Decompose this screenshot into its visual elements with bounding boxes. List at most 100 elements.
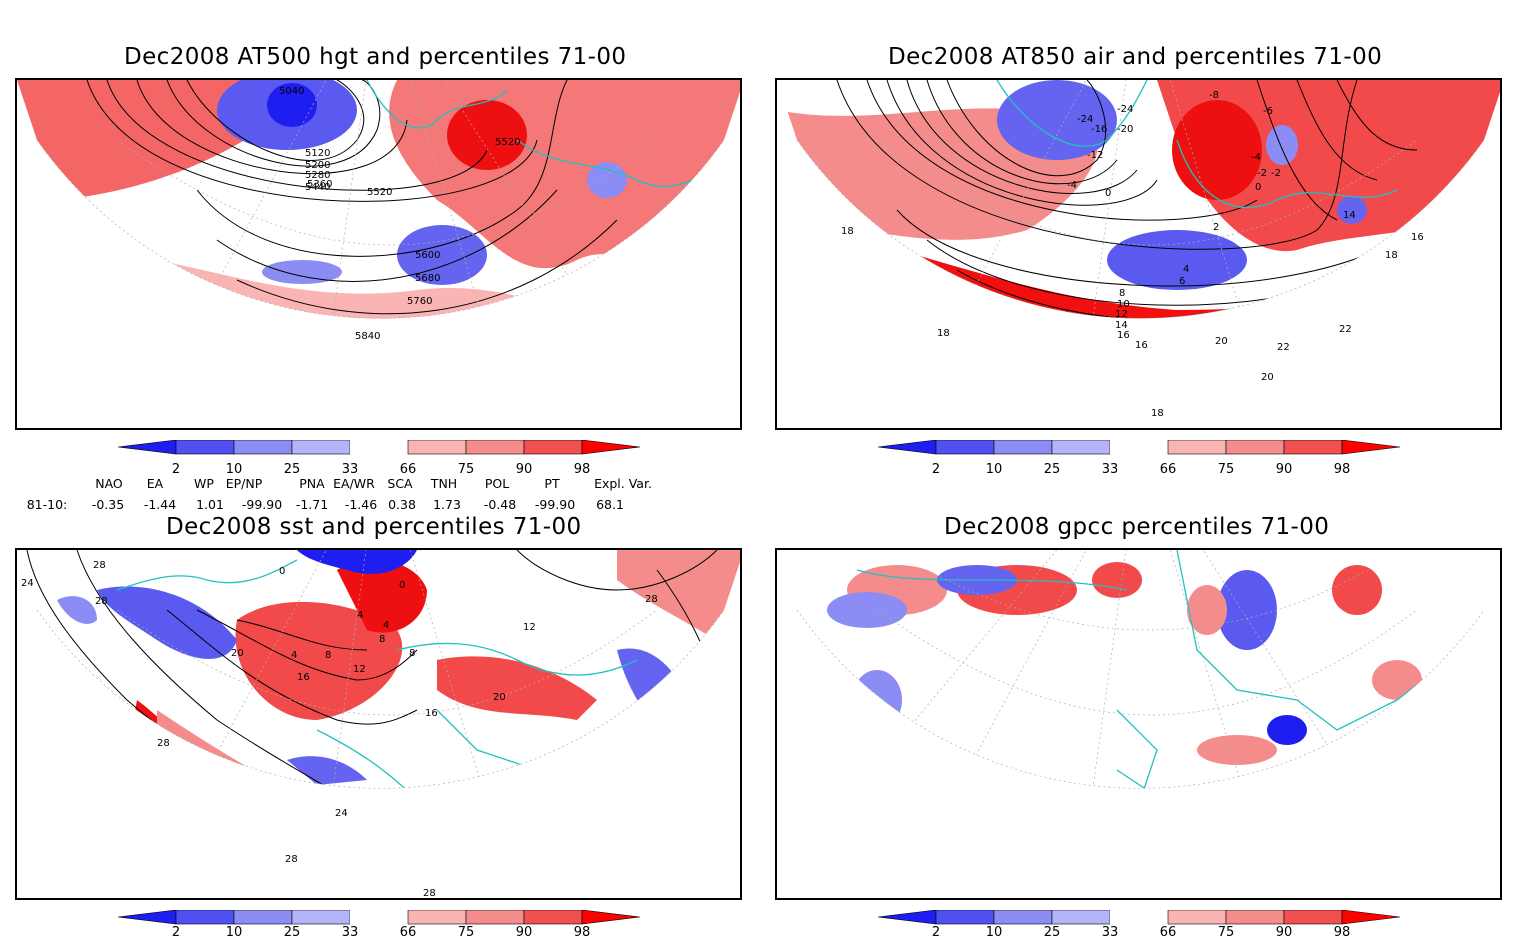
contour-label: 5600 [415,250,440,261]
index-header: SCA [387,476,413,491]
map-panel-sst: 24 28 28 0 0 4 4 8 20 4 8 12 16 16 12 8 … [15,548,742,900]
colorbar-strip [117,439,641,455]
colorbar-label: 25 [283,462,301,477]
contour-label: 8 [1119,288,1125,299]
index-value: 1.01 [196,497,224,512]
blue-region [997,80,1117,160]
red-region [157,710,417,789]
colorbar-label: 75 [1217,925,1235,940]
panel-title-hgt500: Dec2008 AT500 hgt and percentiles 71-00 [124,44,627,70]
colorbar-label: 90 [1275,925,1293,940]
blue-region [297,550,417,574]
contour-label: 24 [21,578,34,589]
colorbar-label: 66 [399,462,417,477]
colorbar-label: 10 [225,462,243,477]
index-value: -99.90 [241,497,283,512]
index-header: NAO [95,476,123,491]
index-value: -1.44 [143,497,177,512]
contour-label: -4 [1067,180,1077,191]
contour-label: 22 [1277,342,1290,353]
contour-label: 4 [383,620,389,631]
index-header: PT [544,476,560,491]
panel-title-sst: Dec2008 sst and percentiles 71-00 [166,514,582,540]
contour-label: 28 [423,888,436,899]
colorbar-strip [877,909,1401,925]
contour-label: 4 [291,650,297,661]
contour-label: 8 [325,650,331,661]
colorbar-label: 33 [1101,925,1119,940]
contour-label: 28 [157,738,170,749]
red-region [235,601,403,720]
blue-region [1337,196,1367,224]
contour-label: 5200 [305,160,330,171]
contour-label: 5520 [495,137,520,148]
contour-label: -4 [1251,152,1261,163]
contour-label: -2 [1271,168,1281,179]
colorbar-label: 10 [985,925,1003,940]
contour-labels: -24 -24 -16 -20 -12 -8 -6 -4 -2 0 -4 -2 … [841,90,1424,419]
contour-label: 5280 [305,170,330,181]
contour-label: 2 [1213,222,1219,233]
contour-label: -6 [1263,106,1273,117]
contour-label: 28 [285,854,298,865]
colorbar-label: 98 [573,925,591,940]
contour-label: 16 [425,708,438,719]
contour-label: 0 [1255,182,1261,193]
blue-region [287,756,367,785]
contour-label: 5120 [305,148,330,159]
index-header: PNA [299,476,325,491]
colorbar-label: 66 [399,925,417,940]
contour-label: 5440 [305,182,330,193]
contour-label: 4 [1183,264,1189,275]
contour-label: 6 [1179,276,1185,287]
colorbar-label: 75 [457,925,475,940]
contour-label: -2 [1257,168,1267,179]
contour-label: 20 [1261,372,1274,383]
contour-label: 22 [1339,324,1352,335]
map-sst: 24 28 28 0 0 4 4 8 20 4 8 12 16 16 12 8 … [17,550,740,899]
contour-label: 0 [1105,188,1111,199]
panel-title-gpcc: Dec2008 gpcc percentiles 71-00 [944,514,1330,540]
contour-label: -16 [1091,124,1107,135]
contour-label: 16 [1411,232,1424,243]
colorbar-label: 90 [1275,462,1293,477]
blue-region [97,586,237,659]
contour-label: -12 [1087,150,1103,161]
index-value: 1.73 [433,497,461,512]
blue-region [1107,230,1247,290]
contour-label: 14 [1343,210,1356,221]
map-panel-air850: -24 -24 -16 -20 -12 -8 -6 -4 -2 0 -4 -2 … [775,78,1502,430]
contour-label: -24 [1077,114,1093,125]
colorbar-label: 25 [1043,462,1061,477]
red-region [337,559,427,633]
contour-label: 12 [523,622,536,633]
contour-label: 8 [409,648,415,659]
colorbar-label: 75 [1217,462,1235,477]
red-region [777,220,1500,319]
colorbar-air850: 2 10 25 33 66 75 90 98 [877,439,1438,480]
contour-label: 28 [93,560,106,571]
index-value: 0.38 [388,497,416,512]
colorbar-label: 90 [515,925,533,940]
contour-label: 18 [841,226,854,237]
index-value: -1.46 [344,497,378,512]
colorbar-gpcc: 2 10 25 33 66 75 90 98 [877,909,1438,950]
contour-label: 0 [279,566,285,577]
index-header: EA/WR [333,476,375,491]
index-header: Expl. Var. [594,476,652,491]
contour-label: 18 [937,328,950,339]
contour-labels: 24 28 28 0 0 4 4 8 20 4 8 12 16 16 12 8 … [21,560,658,899]
contour-label: 24 [335,808,348,819]
contour-label: 20 [493,692,506,703]
colorbar-label: 66 [1159,462,1177,477]
map-panel-hgt500: 5040 5120 5200 5280 5360 5440 5520 5520 … [15,78,742,430]
map-gpcc [777,550,1500,789]
contour-label: 14 [1115,320,1128,331]
contour-label: 18 [1385,250,1398,261]
colorbar-sst: 2 10 25 33 66 75 90 98 [117,909,678,950]
colorbar-label: 2 [931,462,941,477]
contour-label: 18 [1151,408,1164,419]
dark-red-spot [447,100,527,170]
index-value: -99.90 [534,497,576,512]
contour-label: 5760 [407,296,432,307]
